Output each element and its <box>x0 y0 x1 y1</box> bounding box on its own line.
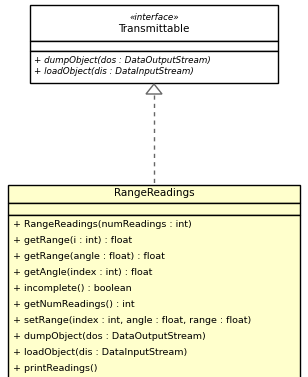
Text: + loadObject(dis : DataInputStream): + loadObject(dis : DataInputStream) <box>34 67 194 76</box>
Text: + RangeReadings(numReadings : int): + RangeReadings(numReadings : int) <box>13 220 192 229</box>
Bar <box>30 51 278 83</box>
Text: «interface»: «interface» <box>129 13 179 22</box>
Bar <box>8 185 300 203</box>
Bar <box>30 41 278 51</box>
Text: + dumpObject(dos : DataOutputStream): + dumpObject(dos : DataOutputStream) <box>13 332 206 341</box>
Text: + dumpObject(dos : DataOutputStream): + dumpObject(dos : DataOutputStream) <box>34 56 211 65</box>
Text: RangeReadings: RangeReadings <box>114 188 194 198</box>
Bar <box>30 5 278 41</box>
Text: + printReadings(): + printReadings() <box>13 364 98 373</box>
Text: + getRange(angle : float) : float: + getRange(angle : float) : float <box>13 252 165 261</box>
Text: + getAngle(index : int) : float: + getAngle(index : int) : float <box>13 268 152 277</box>
Bar <box>8 215 300 377</box>
Text: + loadObject(dis : DataInputStream): + loadObject(dis : DataInputStream) <box>13 348 187 357</box>
Text: + getNumReadings() : int: + getNumReadings() : int <box>13 300 135 309</box>
Text: + getRange(i : int) : float: + getRange(i : int) : float <box>13 236 132 245</box>
Text: Transmittable: Transmittable <box>118 24 190 34</box>
Text: + incomplete() : boolean: + incomplete() : boolean <box>13 284 132 293</box>
Bar <box>8 203 300 215</box>
Text: + setRange(index : int, angle : float, range : float): + setRange(index : int, angle : float, r… <box>13 316 251 325</box>
